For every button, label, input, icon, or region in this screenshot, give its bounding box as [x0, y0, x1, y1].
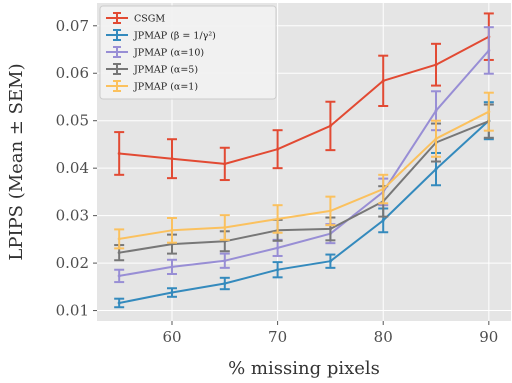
data-point: [170, 228, 174, 232]
data-point: [487, 48, 491, 52]
data-point: [276, 268, 280, 272]
data-point: [276, 217, 280, 221]
legend-item: JPMAP (α=10): [106, 46, 204, 59]
data-point: [328, 124, 332, 128]
x-tick-label: 70: [268, 328, 287, 346]
y-tick-label: 0.02: [56, 254, 89, 272]
data-point: [170, 291, 174, 295]
series-line: [119, 49, 490, 277]
data-point: [117, 151, 121, 155]
data-point: [381, 218, 385, 222]
data-point: [434, 137, 438, 141]
legend-item: JPMAP (α=1): [106, 80, 198, 93]
y-tick-label: 0.04: [56, 159, 89, 177]
legend-item: JPMAP (α=5): [106, 63, 198, 76]
x-axis-label: % missing pixels: [228, 358, 380, 379]
y-tick-label: 0.01: [56, 302, 89, 320]
data-point: [328, 259, 332, 263]
legend-label: JPMAP (α=1): [133, 82, 198, 93]
series-line: [119, 110, 490, 240]
data-point: [434, 109, 438, 113]
data-point: [170, 157, 174, 161]
data-point: [381, 187, 385, 191]
series-layer: [114, 12, 494, 309]
data-point: [434, 63, 438, 67]
y-tick-label: 0.03: [56, 207, 89, 225]
y-axis-label: LPIPS (Mean ± SEM): [6, 63, 27, 260]
legend-item: JPMAP (β = 1/γ²): [106, 29, 216, 42]
series-line: [119, 35, 490, 165]
data-point: [223, 259, 227, 263]
data-point: [170, 265, 174, 269]
series-4: [114, 91, 494, 250]
legend-label: JPMAP (β = 1/γ²): [133, 31, 216, 42]
legend: CSGM JPMAP (β = 1/γ²) JPMAP (α=10) JPMAP (α…: [99, 5, 277, 100]
x-tick-label: 60: [162, 328, 181, 346]
data-point: [381, 79, 385, 83]
x-tick-label: 90: [479, 328, 498, 346]
legend-label: JPMAP (α=10): [133, 48, 204, 59]
data-point: [276, 246, 280, 250]
series-0: [114, 12, 494, 182]
data-point: [328, 209, 332, 213]
data-point: [117, 274, 121, 278]
data-point: [276, 147, 280, 151]
data-point: [223, 162, 227, 166]
data-point: [117, 251, 121, 255]
data-point: [117, 301, 121, 305]
data-point: [223, 282, 227, 286]
data-point: [328, 227, 332, 231]
legend-box: [99, 5, 277, 100]
data-point: [434, 167, 438, 171]
x-tick-label: 80: [374, 328, 393, 346]
legend-label: CSGM: [134, 14, 165, 25]
data-point: [117, 237, 121, 241]
series-line: [119, 119, 490, 304]
series-line: [119, 120, 490, 254]
axis-ticks: 0.01 0.02 0.03 0.04 0.05 0.06 0.07 60 70 80 90: [56, 17, 499, 346]
legend-item: CSGM: [106, 12, 165, 25]
y-tick-label: 0.06: [56, 64, 89, 82]
data-point: [487, 110, 491, 114]
data-point: [223, 225, 227, 229]
y-tick-label: 0.07: [56, 17, 89, 35]
y-tick-label: 0.05: [56, 112, 89, 130]
legend-label: JPMAP (α=5): [133, 65, 198, 76]
